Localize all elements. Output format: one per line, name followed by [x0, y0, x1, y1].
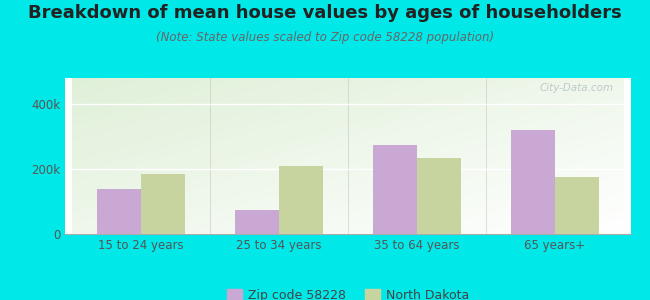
- Text: City-Data.com: City-Data.com: [540, 83, 614, 93]
- Legend: Zip code 58228, North Dakota: Zip code 58228, North Dakota: [222, 284, 474, 300]
- Bar: [235, 210, 279, 234]
- Bar: [510, 130, 554, 234]
- Text: (Note: State values scaled to Zip code 58228 population): (Note: State values scaled to Zip code 5…: [156, 32, 494, 44]
- Bar: [279, 166, 323, 234]
- Bar: [554, 177, 599, 234]
- Bar: [372, 145, 417, 234]
- Bar: [97, 188, 141, 234]
- Text: Breakdown of mean house values by ages of householders: Breakdown of mean house values by ages o…: [28, 4, 622, 22]
- Bar: [141, 174, 185, 234]
- Bar: [417, 158, 461, 234]
